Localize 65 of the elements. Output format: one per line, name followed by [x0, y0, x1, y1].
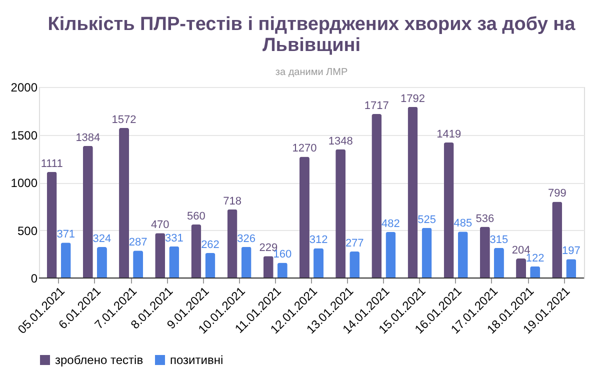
data-label: 1572 [112, 114, 136, 126]
data-label: 536 [476, 212, 494, 225]
bar [263, 256, 274, 278]
data-label: 1792 [400, 92, 425, 105]
y-tick-label: 1000 [10, 176, 38, 190]
bar [46, 172, 57, 278]
data-label: 718 [223, 195, 242, 208]
bar [458, 232, 468, 278]
y-tick-label: 0 [30, 272, 38, 286]
data-label: 485 [454, 218, 472, 230]
data-label: 470 [150, 219, 170, 232]
data-label: 1717 [364, 100, 389, 112]
bar [350, 252, 360, 278]
bar [494, 248, 504, 278]
data-label: 799 [548, 188, 566, 200]
bar [480, 226, 490, 278]
bar [552, 202, 562, 278]
bar [241, 246, 252, 278]
data-label: 160 [273, 248, 292, 261]
bar [408, 106, 418, 278]
bar [372, 114, 382, 278]
bar [299, 156, 310, 278]
data-label: 482 [382, 218, 400, 230]
bar [205, 252, 216, 278]
bar [155, 233, 166, 278]
bar [566, 259, 576, 278]
data-label: 122 [526, 252, 544, 264]
legend-label: позитивні [170, 353, 224, 367]
bar [516, 258, 526, 278]
data-label: 324 [92, 233, 112, 246]
data-label: 1348 [328, 135, 353, 148]
data-label: 1384 [76, 132, 100, 144]
bar [336, 149, 346, 278]
data-label: 331 [164, 232, 184, 244]
data-label: 1270 [292, 142, 317, 155]
bar [314, 248, 324, 278]
y-tick-label: 2000 [10, 80, 38, 94]
data-label: 312 [309, 234, 328, 246]
bar [191, 224, 202, 278]
y-tick-label: 1500 [10, 128, 38, 142]
bar [96, 247, 107, 278]
data-label: 277 [345, 238, 364, 250]
data-label: 197 [562, 245, 580, 258]
bar [60, 242, 71, 278]
data-label: 560 [187, 210, 206, 223]
bar [422, 228, 432, 278]
bar [386, 232, 396, 278]
data-label: 371 [56, 228, 76, 241]
data-label: 525 [418, 214, 436, 226]
bar [444, 142, 454, 278]
data-label: 315 [490, 234, 508, 246]
y-tick-label: 500 [17, 224, 38, 238]
legend-label: зроблено тестів [55, 353, 144, 367]
bar [169, 246, 180, 278]
bar [119, 128, 130, 278]
data-label: 1111 [40, 158, 63, 170]
data-label: 1419 [436, 128, 462, 140]
data-label: 326 [237, 232, 256, 245]
data-label: 287 [128, 236, 148, 249]
data-label: 262 [201, 238, 220, 251]
chart-title: Кількість ПЛР-тестів і підтверджених хворих за добу на Львівщині [48, 14, 576, 56]
bar [227, 209, 238, 278]
bar [82, 146, 93, 278]
bar [133, 250, 144, 278]
chart-subtitle: за даними ЛМР [275, 67, 348, 78]
